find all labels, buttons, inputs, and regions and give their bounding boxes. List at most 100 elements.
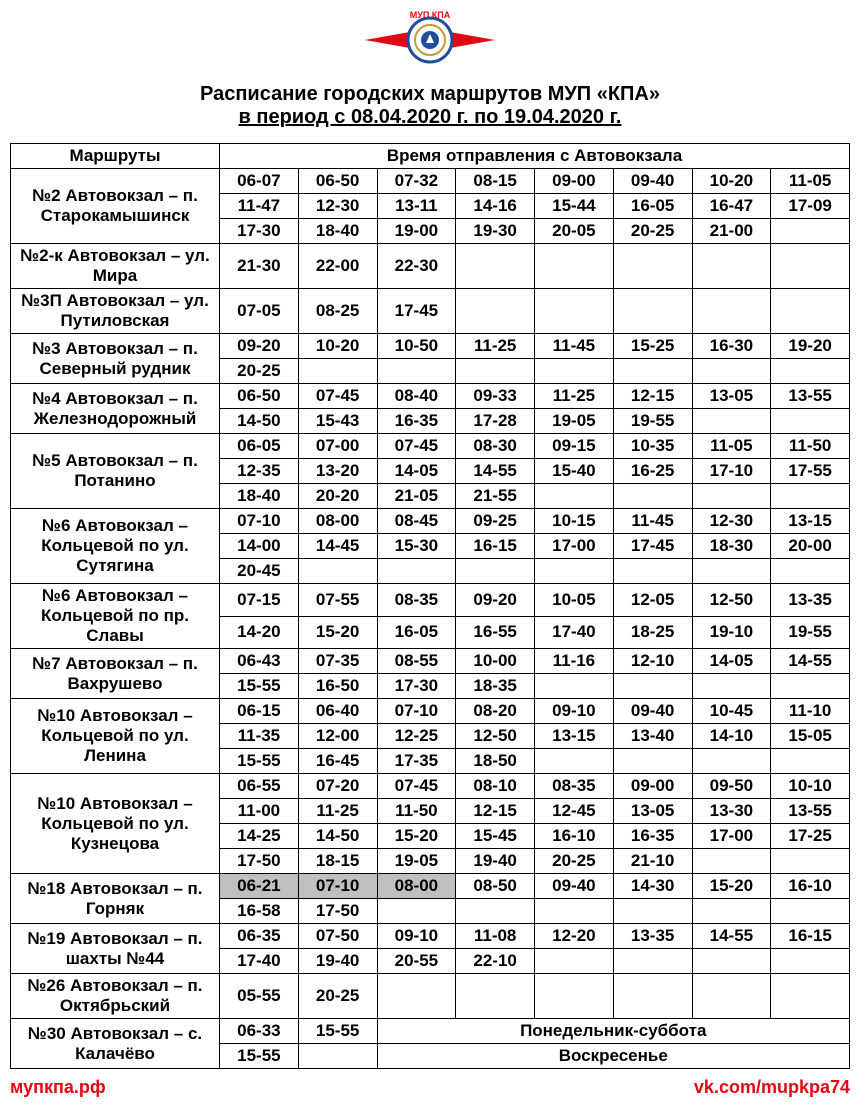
- time-cell: 09-15: [535, 434, 614, 459]
- time-cell: 07-50: [298, 924, 377, 949]
- time-cell: 14-05: [692, 649, 771, 674]
- time-cell: [771, 244, 850, 289]
- time-cell: [613, 289, 692, 334]
- time-cell: 21-00: [692, 219, 771, 244]
- time-cell: 09-40: [613, 699, 692, 724]
- time-cell: 16-25: [613, 459, 692, 484]
- time-cell: [613, 674, 692, 699]
- title-line2: в период с 08.04.2020 г. по 19.04.2020 г…: [10, 106, 850, 129]
- time-cell: 19-55: [613, 409, 692, 434]
- time-cell: 20-05: [535, 219, 614, 244]
- time-cell: 09-50: [692, 774, 771, 799]
- time-cell: 13-55: [771, 384, 850, 409]
- time-cell: 08-25: [298, 289, 377, 334]
- time-cell: 09-20: [220, 334, 299, 359]
- time-cell: [377, 974, 456, 1019]
- time-cell: 18-40: [220, 484, 299, 509]
- time-cell: 19-20: [771, 334, 850, 359]
- time-cell: 06-35: [220, 924, 299, 949]
- time-cell: 15-55: [220, 1044, 299, 1069]
- time-cell: 17-40: [220, 949, 299, 974]
- time-cell: 07-00: [298, 434, 377, 459]
- time-cell: 14-55: [771, 649, 850, 674]
- time-cell: 12-35: [220, 459, 299, 484]
- time-cell: [692, 674, 771, 699]
- time-cell: 14-25: [220, 824, 299, 849]
- time-cell: 14-00: [220, 534, 299, 559]
- time-cell: 07-15: [220, 584, 299, 617]
- time-cell: 16-50: [298, 674, 377, 699]
- time-cell: 13-30: [692, 799, 771, 824]
- time-cell: 15-55: [298, 1019, 377, 1044]
- page-title: Расписание городских маршрутов МУП «КПА»…: [10, 83, 850, 129]
- time-cell: 20-25: [220, 359, 299, 384]
- time-cell: 06-33: [220, 1019, 299, 1044]
- time-cell: 21-10: [613, 849, 692, 874]
- time-cell: 15-05: [771, 724, 850, 749]
- time-cell: [456, 559, 535, 584]
- time-cell: [613, 359, 692, 384]
- time-cell: 06-15: [220, 699, 299, 724]
- time-cell: [771, 674, 850, 699]
- time-cell: 08-00: [377, 874, 456, 899]
- logo: МУП КПА: [10, 10, 850, 75]
- time-cell: 20-55: [377, 949, 456, 974]
- time-cell: [535, 949, 614, 974]
- time-cell: 19-00: [377, 219, 456, 244]
- time-cell: 11-47: [220, 194, 299, 219]
- route-name: №6 Автовокзал – Кольцевой по ул. Сутягин…: [11, 509, 220, 584]
- time-cell: 09-25: [456, 509, 535, 534]
- footer: мупкпа.рф vk.com/mupkpa74: [10, 1077, 850, 1098]
- time-cell: 19-55: [771, 616, 850, 649]
- time-cell: 15-20: [377, 824, 456, 849]
- time-cell: [613, 484, 692, 509]
- time-cell: 13-55: [771, 799, 850, 824]
- time-cell: [771, 559, 850, 584]
- time-cell: 08-50: [456, 874, 535, 899]
- time-cell: 08-00: [298, 509, 377, 534]
- time-cell: [692, 899, 771, 924]
- time-cell: 19-05: [535, 409, 614, 434]
- time-cell: [692, 359, 771, 384]
- time-cell: 14-55: [692, 924, 771, 949]
- time-cell: 12-45: [535, 799, 614, 824]
- time-cell: [456, 899, 535, 924]
- time-cell: 16-30: [692, 334, 771, 359]
- time-cell: 12-05: [613, 584, 692, 617]
- time-cell: 12-30: [298, 194, 377, 219]
- time-cell: 11-08: [456, 924, 535, 949]
- time-cell: 15-25: [613, 334, 692, 359]
- time-cell: 09-20: [456, 584, 535, 617]
- time-cell: [771, 749, 850, 774]
- time-cell: 11-35: [220, 724, 299, 749]
- time-cell: 12-50: [456, 724, 535, 749]
- time-cell: 06-55: [220, 774, 299, 799]
- time-cell: 07-45: [377, 774, 456, 799]
- time-cell: [692, 244, 771, 289]
- time-cell: 15-30: [377, 534, 456, 559]
- time-cell: 07-10: [377, 699, 456, 724]
- time-cell: 16-35: [613, 824, 692, 849]
- time-cell: 16-35: [377, 409, 456, 434]
- time-cell: [692, 559, 771, 584]
- time-cell: 16-55: [456, 616, 535, 649]
- time-cell: [298, 559, 377, 584]
- time-cell: 05-55: [220, 974, 299, 1019]
- time-cell: 11-25: [298, 799, 377, 824]
- time-cell: 17-45: [377, 289, 456, 334]
- time-cell: 06-05: [220, 434, 299, 459]
- time-cell: 21-55: [456, 484, 535, 509]
- time-cell: 13-20: [298, 459, 377, 484]
- time-cell: [771, 289, 850, 334]
- time-cell: [613, 559, 692, 584]
- time-cell: 12-10: [613, 649, 692, 674]
- time-cell: [535, 899, 614, 924]
- time-cell: 20-00: [771, 534, 850, 559]
- time-cell: 12-50: [692, 584, 771, 617]
- time-cell: [377, 359, 456, 384]
- time-cell: 08-30: [456, 434, 535, 459]
- time-cell: [771, 359, 850, 384]
- time-cell: 20-25: [613, 219, 692, 244]
- time-cell: 17-10: [692, 459, 771, 484]
- header-times: Время отправления с Автовокзала: [220, 144, 850, 169]
